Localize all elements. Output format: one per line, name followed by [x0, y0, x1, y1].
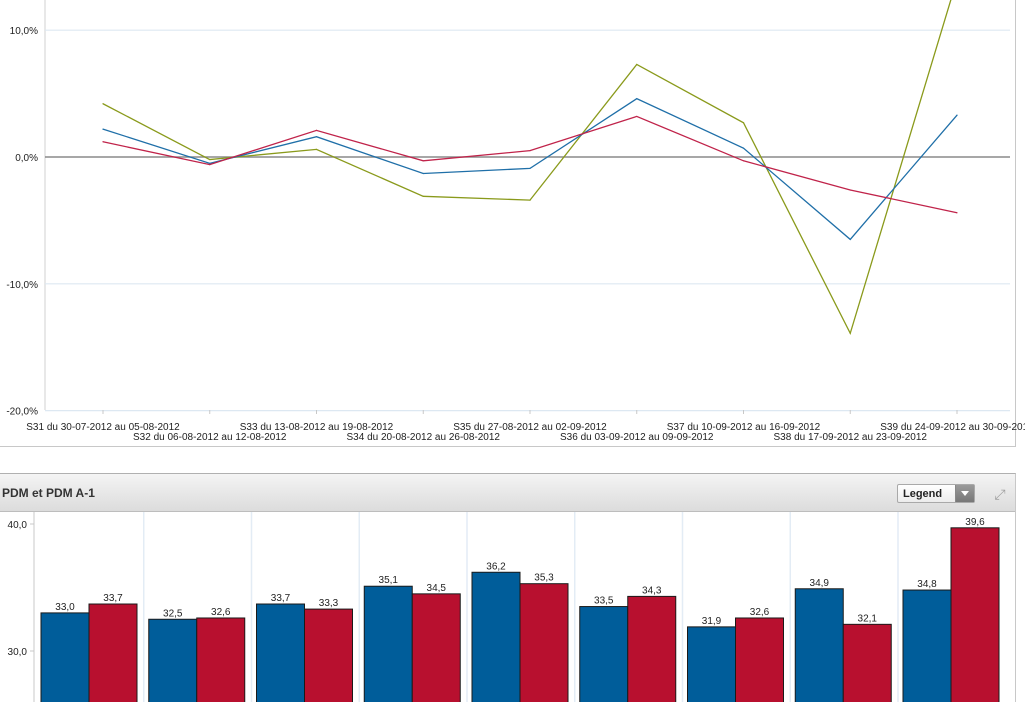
series-point: [956, 114, 958, 116]
series-point: [529, 150, 531, 152]
bar-value-label: 32,1: [858, 613, 878, 624]
series-point: [209, 158, 211, 161]
bar-value-label: 35,3: [534, 573, 554, 584]
series-point: [102, 128, 104, 130]
chevron-down-icon[interactable]: [955, 485, 974, 502]
bar-value-label: 31,9: [702, 616, 722, 627]
x-tick-label: S35 du 27-08-2012 au 02-09-2012: [453, 422, 607, 433]
bar-series-1: [687, 626, 736, 702]
series-point: [209, 162, 211, 164]
series-line-3: [102, 115, 958, 214]
series-point: [742, 160, 745, 162]
series-point: [636, 98, 638, 100]
bar-series-2: [842, 623, 892, 702]
bar-value-label: 33,5: [594, 596, 614, 607]
series-point: [849, 238, 851, 241]
bar-series-1: [148, 618, 198, 702]
x-tick-label: S33 du 13-08-2012 au 19-08-2012: [240, 422, 394, 433]
bar-value-label: 34,9: [810, 578, 830, 589]
bar-series-2: [735, 617, 784, 702]
series-point: [636, 115, 638, 118]
y-tick-label: 0,0%: [15, 153, 38, 164]
legend-dropdown-label: Legend: [903, 488, 943, 500]
bar-value-label: 33,0: [55, 602, 75, 613]
bar-value-label: 36,2: [486, 561, 506, 572]
bar-value-label: 34,5: [427, 583, 447, 594]
series-point: [742, 147, 745, 149]
x-tick-label: S38 du 17-09-2012 au 23-09-2012: [774, 432, 928, 443]
series-point: [209, 164, 211, 166]
bar-series-1: [40, 612, 90, 702]
bar-series-1: [363, 585, 413, 702]
bar-series-1: [471, 571, 521, 702]
bar-series-1: [794, 588, 844, 702]
bar-series-2: [88, 603, 138, 702]
series-point: [315, 129, 318, 131]
series-point: [102, 103, 104, 105]
series-line-2: [102, 97, 958, 241]
series-point: [315, 148, 318, 150]
series-point: [849, 332, 851, 334]
bar-series-1: [902, 589, 952, 702]
x-tick-label: S39 du 24-09-2012 au 30-09-2012: [880, 422, 1025, 433]
bar-value-label: 32,6: [750, 607, 770, 618]
bar-series-1: [579, 606, 629, 702]
bar-value-label: 34,3: [642, 585, 662, 596]
bar-value-label: 32,5: [163, 608, 183, 619]
series-point: [422, 195, 424, 197]
bar-series-2: [519, 583, 569, 702]
series-point: [849, 189, 851, 191]
legend-dropdown[interactable]: Legend: [897, 484, 975, 503]
bar-series-2: [304, 608, 353, 702]
series-point: [636, 63, 638, 66]
x-tick-label: S36 du 03-09-2012 au 09-09-2012: [560, 432, 714, 443]
y-tick-label: 10,0%: [10, 26, 38, 37]
line-chart: 10,0% 0,0% -10,0% -20,0% S31 du 30-07-2012 a…: [6, 0, 1025, 443]
bar-value-label: 33,7: [103, 593, 123, 604]
y-tick-label: 40,0: [8, 520, 28, 531]
bar-series-1: [256, 603, 305, 702]
x-tick-label: S34 du 20-08-2012 au 26-08-2012: [347, 432, 501, 443]
bar-series-2: [196, 617, 246, 702]
expand-icon[interactable]: ⤢: [994, 486, 1006, 502]
x-tick-label: S37 du 10-09-2012 au 16-09-2012: [667, 422, 821, 433]
series-point: [742, 122, 745, 124]
panel-header: PDM et PDM A-1 Legend ⤢: [0, 474, 1015, 512]
y-tick-label: -20,0%: [6, 407, 38, 418]
bar-value-label: 39,6: [965, 517, 985, 528]
bar-chart-panel: PDM et PDM A-1 Legend ⤢ 40,0 30,0 33,0 32,5…: [0, 473, 1016, 702]
bar-series-2: [627, 595, 677, 702]
bar-value-label: 34,8: [917, 579, 937, 590]
series-point: [102, 141, 104, 143]
bar-series-2: [411, 593, 461, 702]
bar-value-label: 32,6: [211, 607, 231, 618]
series-point: [315, 136, 318, 138]
x-tick-label: S32 du 06-08-2012 au 12-08-2012: [133, 432, 287, 443]
bar-chart: 40,0 30,0 33,0 32,5 33,7 35,1 36,2 33,5 31,9 34,9…: [8, 512, 1000, 702]
bar-series-2: [950, 527, 1000, 702]
series-point: [422, 160, 424, 162]
series-group: [102, 0, 958, 335]
series-point: [422, 172, 424, 175]
series-point: [529, 199, 531, 201]
panel-title: PDM et PDM A-1: [2, 486, 95, 500]
bar-value-label: 33,3: [319, 598, 339, 609]
y-tick-label: -10,0%: [6, 280, 38, 291]
series-point: [529, 167, 531, 170]
y-tick-label: 30,0: [8, 647, 28, 658]
x-tick-label: S31 du 30-07-2012 au 05-08-2012: [26, 422, 180, 433]
bars-group: 33,0 32,5 33,7 35,1 36,2 33,5 31,9 34,9 34,8 33,7…: [40, 517, 1000, 702]
line-chart-panel: 10,0% 0,0% -10,0% -20,0% S31 du 30-07-2012 a…: [0, 0, 1025, 447]
bar-value-label: 35,1: [379, 575, 399, 586]
bar-value-label: 33,7: [271, 593, 291, 604]
series-point: [956, 212, 958, 214]
